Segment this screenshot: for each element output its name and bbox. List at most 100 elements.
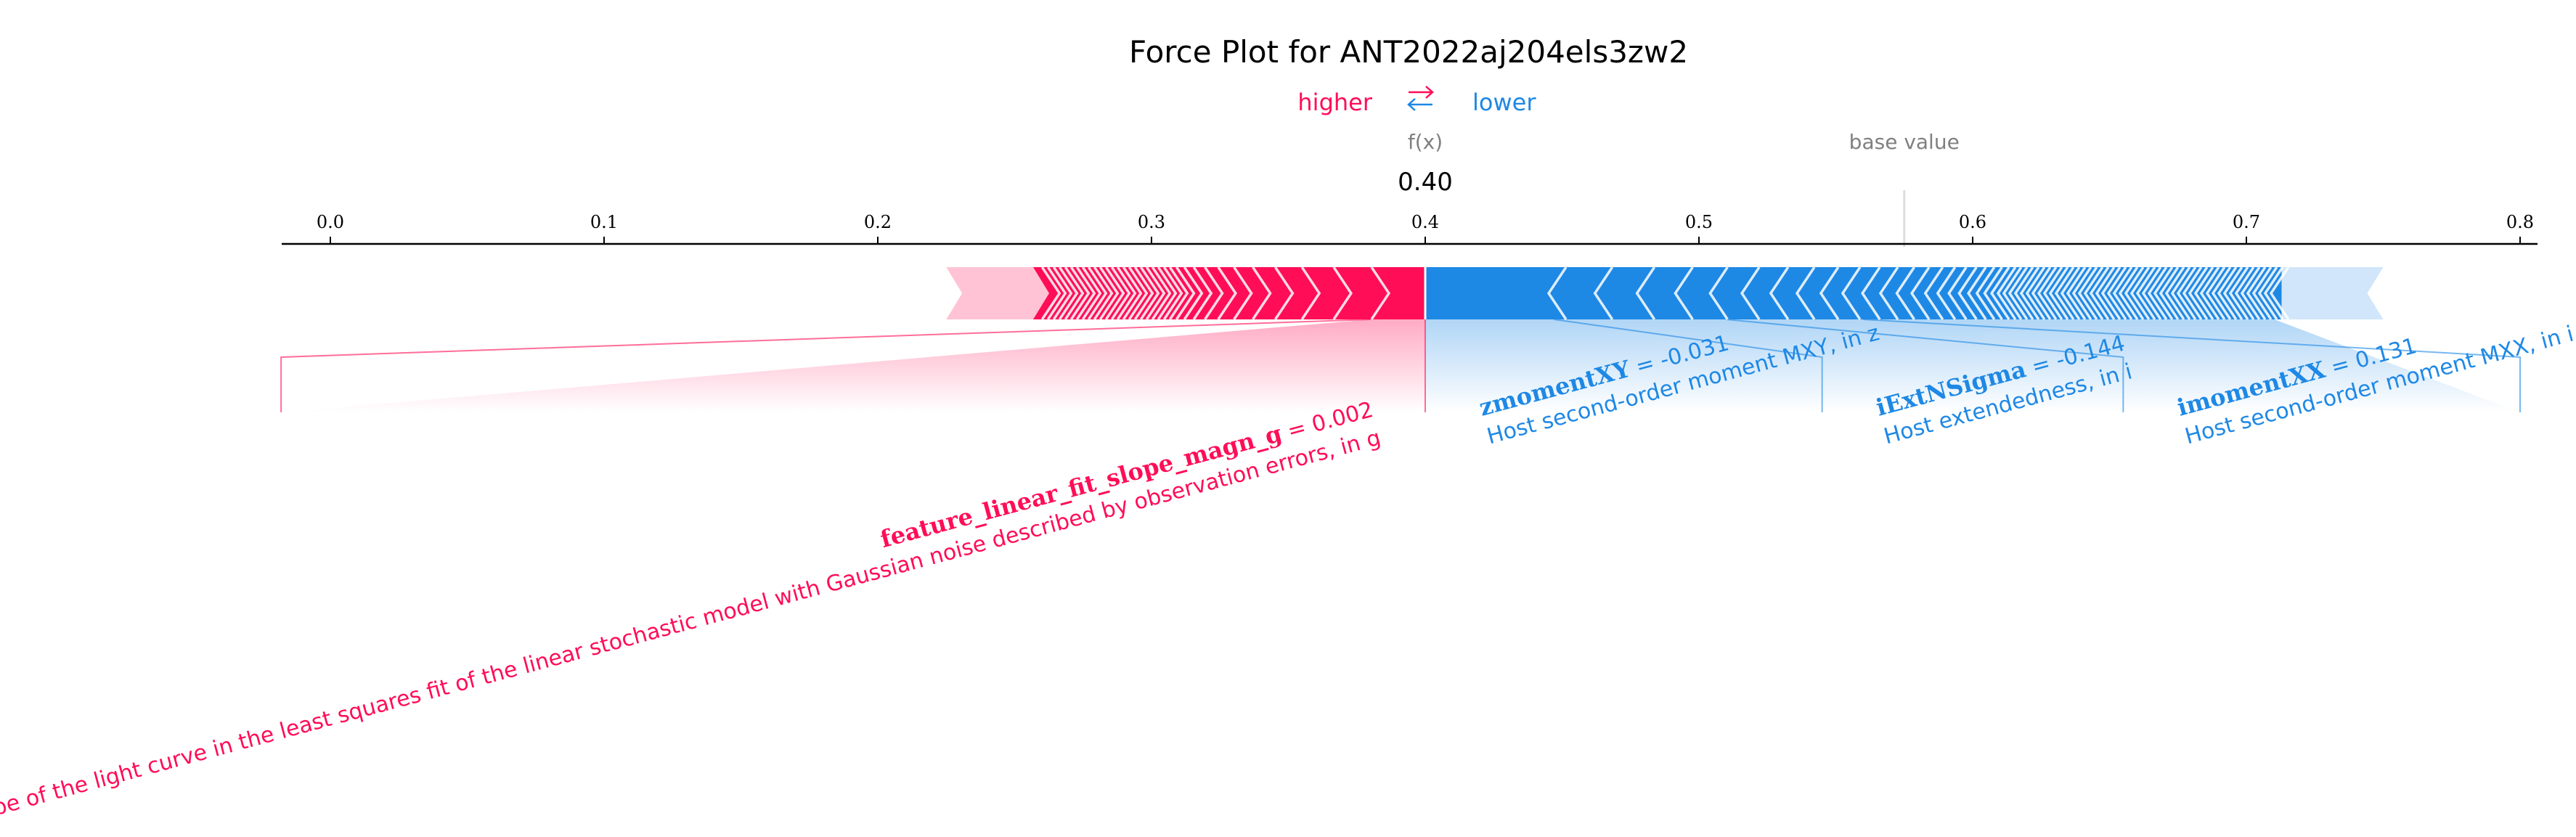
negative-chevron [2106, 266, 2127, 320]
negative-chevron [2124, 266, 2145, 320]
feature-connector-edge [1554, 319, 1823, 412]
negative-chevron [1708, 266, 1729, 320]
positive-chevron [1192, 266, 1213, 320]
negative-chevron [1861, 266, 1881, 320]
negative-chevron [1923, 266, 1944, 320]
positive-chevron [1217, 266, 1237, 320]
positive-chevron [1116, 266, 1137, 320]
positive-chevron [1046, 266, 1067, 320]
negative-chevron [2060, 266, 2081, 320]
negative-chevron [1990, 266, 2010, 320]
x-tick-label: 0.2 [864, 212, 892, 232]
negative-chevron [2013, 266, 2034, 320]
x-tick-label: 0.8 [2506, 212, 2534, 232]
positive-chevron [1273, 266, 1295, 320]
negative-chevron [2257, 266, 2278, 320]
negative-chevron [2089, 266, 2110, 320]
negative-chevron [2182, 266, 2203, 320]
negative-chevron [2031, 266, 2052, 320]
positive-chevron [1093, 266, 1114, 320]
x-tick-label: 0.7 [2233, 212, 2260, 232]
feature-connector-edge [1863, 319, 2521, 412]
positive-chevron [1087, 266, 1108, 320]
negative-chevron [1957, 266, 1978, 320]
negative-chevron [2193, 266, 2214, 320]
positive-chevron [1104, 266, 1125, 320]
negative-chevron [2048, 266, 2069, 320]
feature-description: The slope of the light curve in the leas… [0, 425, 1383, 837]
negative-chevron [2188, 266, 2209, 320]
negative-chevron [2251, 266, 2273, 320]
positive-chevron [1139, 266, 1160, 320]
feature-label-feature_linear_fit_slope_magn_g: feature_linear_fit_slope_magn_g = 0.002T… [0, 397, 1383, 837]
feature-connector [281, 319, 1425, 412]
positive-chevron [1099, 266, 1120, 320]
x-tick-label: 0.0 [317, 212, 344, 232]
negative-chevron [1983, 266, 2003, 320]
negative-chevron [1975, 266, 1996, 320]
negative-chevron [2129, 266, 2151, 320]
negative-chevron [2164, 266, 2185, 320]
x-axis-ticks: 0.0 0.1 0.2 0.3 0.4 0.5 0.6 0.7 0.8 [317, 212, 2534, 244]
negative-chevron [2211, 266, 2232, 320]
positive-chevron [1183, 266, 1204, 320]
negative-chevron [2118, 266, 2139, 320]
negative-chevron [1947, 266, 1968, 320]
positive-chevron [1162, 266, 1183, 320]
negative-chevron [1841, 266, 1862, 320]
negative-tail-bar [2274, 267, 2384, 319]
x-tick-label: 0.5 [1685, 212, 1713, 232]
positive-chevron [1168, 266, 1189, 320]
negative-chevron [1740, 266, 1761, 320]
negative-chevron [2071, 266, 2092, 320]
positive-chevron [1300, 266, 1321, 320]
negative-chevron [1895, 266, 1915, 320]
negative-chevron [2240, 266, 2261, 320]
negative-chevron [2228, 266, 2249, 320]
positive-chevron [1157, 266, 1178, 320]
negative-chevron [2066, 266, 2087, 320]
base-value-label: base value [1849, 130, 1960, 154]
negative-chevron [2159, 266, 2180, 320]
positive-chevron [1081, 266, 1102, 320]
negative-chevron [2153, 266, 2174, 320]
negative-chevron [2037, 266, 2058, 320]
chart-title: Force Plot for ANT2022aj204els3zw2 [1129, 34, 1688, 70]
feature-connectors [280, 319, 2521, 412]
negative-chevron [1795, 266, 1816, 320]
positive-chevron [1110, 266, 1131, 320]
positive-chevron [1122, 266, 1143, 320]
negative-chevron [2269, 266, 2290, 320]
negative-chevron [1769, 266, 1790, 320]
negative-chevron [2246, 266, 2267, 320]
negative-chevron [2141, 266, 2162, 320]
negative-chevron [2199, 266, 2220, 320]
positive-chevron [1040, 266, 1061, 320]
negative-chevron [1674, 266, 1694, 320]
positive-chevron [1128, 266, 1149, 320]
x-tick-label: 0.6 [1959, 212, 1986, 232]
negative-chevron [1936, 266, 1957, 320]
negative-chevron [1635, 266, 1656, 320]
positive-chevron [1151, 266, 1172, 320]
negative-chevron [2008, 266, 2029, 320]
negative-chevron [2025, 266, 2046, 320]
positive-chevron [1052, 266, 1073, 320]
negative-chevron [2042, 266, 2063, 320]
negative-chevron [2170, 266, 2191, 320]
positive-chevron [1145, 266, 1166, 320]
fx-value: 0.40 [1398, 168, 1453, 197]
positive-chevron [1204, 266, 1224, 320]
negative-chevron [2083, 266, 2104, 320]
negative-chevron [2176, 266, 2197, 320]
feature-connector-edge [1726, 319, 2124, 412]
negative-chevron [2263, 266, 2284, 320]
negative-chevron [2100, 266, 2121, 320]
negative-chevron [1878, 266, 1899, 320]
positive-chevron [1058, 266, 1079, 320]
legend-arrows-icon [1407, 86, 1434, 111]
negative-chevron [2135, 266, 2156, 320]
negative-chevron [1996, 266, 2017, 320]
feature-connector-edge [280, 319, 1371, 412]
